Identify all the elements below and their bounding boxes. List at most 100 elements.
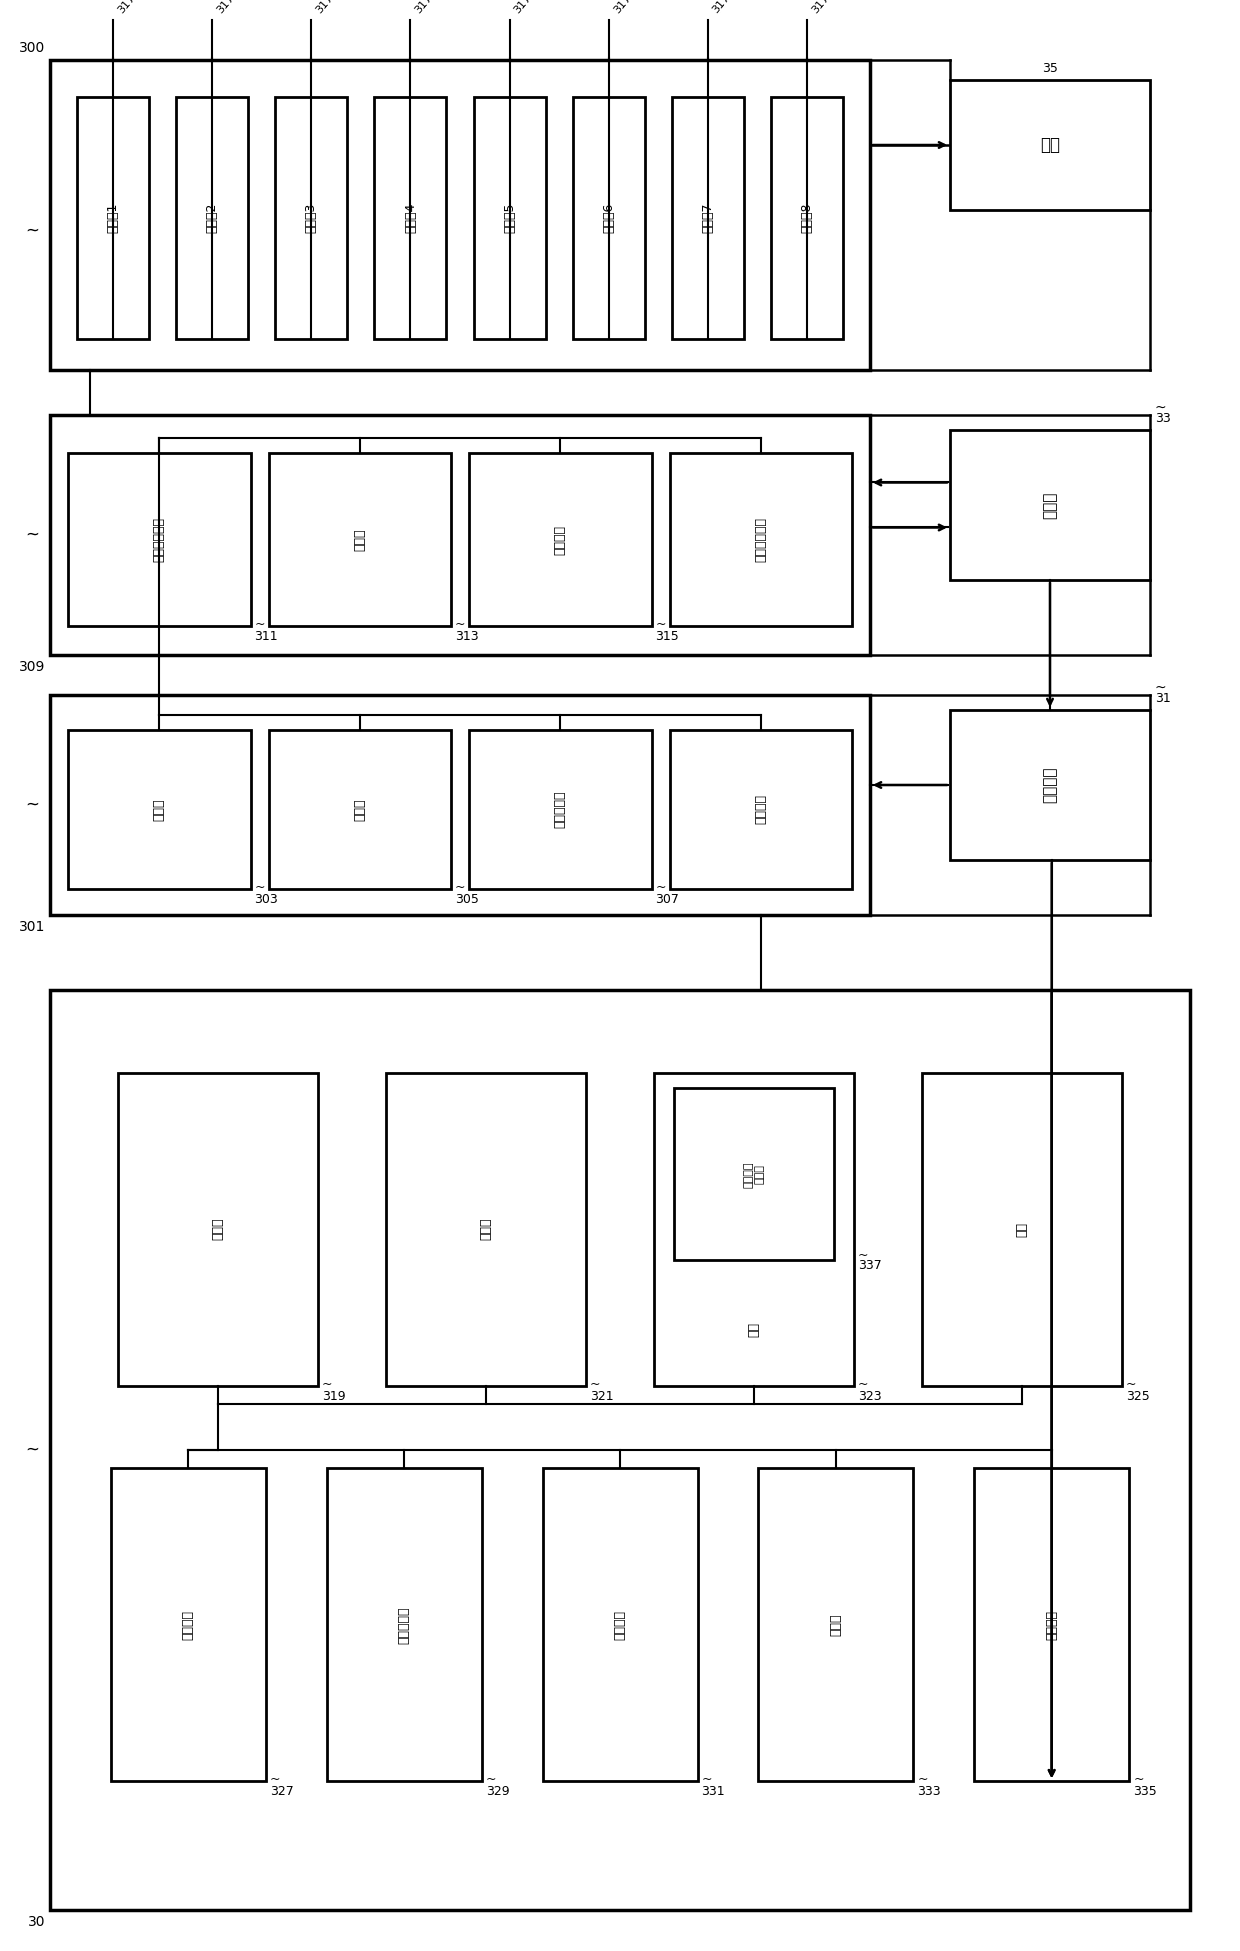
Text: 317g: 317g	[711, 0, 737, 16]
Text: ~: ~	[858, 1249, 868, 1262]
Text: 317a: 317a	[117, 0, 141, 16]
Text: 充电控制元件: 充电控制元件	[754, 517, 768, 562]
Text: 317c: 317c	[314, 0, 340, 16]
Text: 311: 311	[254, 630, 278, 644]
Bar	[670, 453, 852, 626]
Bar	[275, 98, 347, 339]
Text: 电池槽8: 电池槽8	[800, 203, 813, 234]
Bar	[672, 98, 744, 339]
Text: 电池槽4: 电池槽4	[404, 203, 417, 234]
Text: 337: 337	[858, 1258, 882, 1272]
Text: ~: ~	[270, 1773, 280, 1787]
Bar	[326, 1469, 481, 1781]
Text: 记忆体: 记忆体	[480, 1217, 492, 1241]
Text: ~: ~	[455, 618, 465, 632]
Text: 电池槽2: 电池槽2	[206, 203, 218, 234]
Bar	[50, 989, 1190, 1910]
Bar	[653, 1073, 854, 1385]
Text: ~: ~	[25, 796, 38, 814]
Bar	[374, 98, 446, 339]
Text: 31: 31	[1154, 693, 1171, 704]
Text: 电池: 电池	[748, 1321, 760, 1336]
Bar	[675, 1089, 835, 1260]
Text: 331: 331	[702, 1785, 725, 1799]
Text: 313: 313	[455, 630, 479, 644]
Text: 333: 333	[918, 1785, 941, 1799]
Bar	[950, 429, 1149, 579]
Text: 317b: 317b	[216, 0, 241, 16]
Text: ~: ~	[455, 880, 465, 894]
Text: ~: ~	[1126, 1377, 1137, 1391]
Text: 319: 319	[322, 1389, 346, 1403]
Text: 35: 35	[1042, 62, 1058, 74]
Bar	[68, 453, 250, 626]
Bar	[50, 416, 870, 656]
Text: ~: ~	[656, 618, 666, 632]
Text: 329: 329	[486, 1785, 510, 1799]
Bar	[469, 453, 651, 626]
Bar	[474, 98, 546, 339]
Bar	[50, 60, 870, 371]
Text: 电池槽7: 电池槽7	[702, 203, 714, 234]
Text: ~: ~	[486, 1773, 496, 1787]
Text: ~: ~	[702, 1773, 712, 1787]
Text: 307: 307	[656, 894, 680, 905]
Text: 储存元件: 储存元件	[554, 525, 567, 554]
Text: 能源: 能源	[1040, 137, 1060, 154]
Bar	[771, 98, 843, 339]
Text: ~: ~	[590, 1377, 600, 1391]
Bar	[77, 98, 149, 339]
Text: 电池槽6: 电池槽6	[603, 203, 615, 234]
Text: ~: ~	[918, 1773, 928, 1787]
Text: 315: 315	[656, 630, 680, 644]
Text: 输入装置: 输入装置	[182, 1610, 195, 1639]
Bar	[573, 98, 645, 339]
Text: ~: ~	[322, 1377, 332, 1391]
Text: 325: 325	[1126, 1389, 1149, 1403]
Text: 马达: 马达	[1016, 1221, 1028, 1237]
Text: 储存元件: 储存元件	[614, 1610, 626, 1639]
Text: 通讯元件: 通讯元件	[754, 794, 768, 825]
Text: 感应器: 感应器	[830, 1613, 842, 1637]
Bar	[759, 1469, 914, 1781]
Text: 30: 30	[27, 1916, 45, 1930]
Bar	[269, 730, 451, 888]
Text: 303: 303	[254, 894, 278, 905]
Text: 327: 327	[270, 1785, 294, 1799]
Text: ~: ~	[858, 1377, 868, 1391]
Text: ~: ~	[656, 880, 666, 894]
Text: 移动装置: 移动装置	[1043, 767, 1058, 804]
Text: 记忆体: 记忆体	[353, 798, 366, 821]
Text: 服务器: 服务器	[1043, 492, 1058, 519]
Text: 电池槽3: 电池槽3	[305, 203, 317, 234]
Bar	[543, 1469, 697, 1781]
Text: 317h: 317h	[810, 0, 836, 16]
Text: ~: ~	[254, 880, 265, 894]
Bar	[50, 695, 870, 915]
Text: ~: ~	[1154, 681, 1167, 695]
Bar	[950, 710, 1149, 860]
Text: 323: 323	[858, 1389, 882, 1403]
Text: 305: 305	[455, 894, 479, 905]
Text: 电池内建
记忆体: 电池内建 记忆体	[743, 1161, 765, 1188]
Text: 301: 301	[19, 921, 45, 935]
Text: ~: ~	[25, 527, 38, 544]
Text: 电池槽1: 电池槽1	[107, 203, 119, 234]
Bar	[950, 80, 1149, 211]
Text: 处理器: 处理器	[153, 798, 166, 821]
Text: 317e: 317e	[512, 0, 538, 16]
Text: ~: ~	[25, 222, 38, 240]
Text: 电池管理元件: 电池管理元件	[153, 517, 166, 562]
Bar	[975, 1469, 1130, 1781]
Text: 317d: 317d	[413, 0, 439, 16]
Text: 33: 33	[1154, 412, 1171, 425]
Text: ~: ~	[1154, 402, 1167, 416]
Bar	[386, 1073, 587, 1385]
Bar	[269, 453, 451, 626]
Bar	[469, 730, 651, 888]
Text: 317f: 317f	[611, 0, 635, 16]
Bar	[670, 730, 852, 888]
Bar	[110, 1469, 265, 1781]
Text: ~: ~	[1133, 1773, 1143, 1787]
Bar	[923, 1073, 1122, 1385]
